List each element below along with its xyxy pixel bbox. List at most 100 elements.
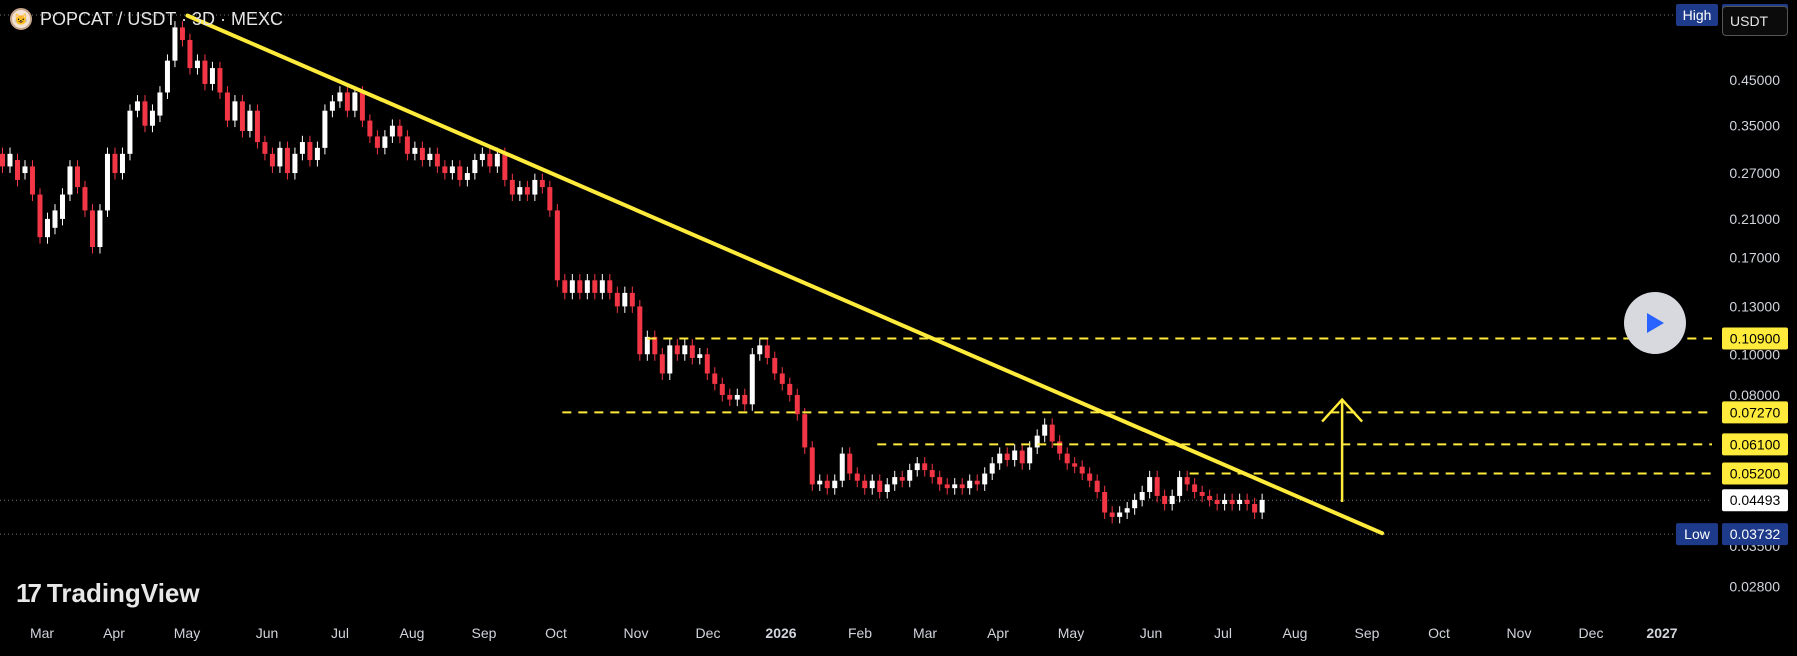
candle-body xyxy=(554,210,560,281)
candle-body xyxy=(269,153,275,167)
candle-body xyxy=(877,480,883,492)
candle-body xyxy=(1252,504,1258,513)
candle-body xyxy=(427,153,433,161)
y-tick-label: 0.21000 xyxy=(1729,211,1780,227)
candle-body xyxy=(164,60,170,93)
candle-body xyxy=(989,463,995,474)
candle-body xyxy=(37,194,43,238)
candle-body xyxy=(652,336,658,355)
level-price-label: 0.06100 xyxy=(1730,436,1781,452)
candle-body xyxy=(539,179,545,188)
candle-body xyxy=(1087,473,1093,481)
level-price-label-bg xyxy=(1722,433,1788,456)
level-price-label: 0.07270 xyxy=(1730,404,1781,420)
candle-body xyxy=(434,153,440,167)
candle-body xyxy=(727,394,733,400)
candle-body xyxy=(7,153,13,167)
candle-body xyxy=(277,147,283,167)
candle-body xyxy=(569,280,575,293)
candle-body xyxy=(224,92,230,121)
y-tick-label: 0.08000 xyxy=(1729,387,1780,403)
candle-body xyxy=(1072,463,1078,467)
x-tick-label: Oct xyxy=(1428,625,1450,641)
candle-body xyxy=(1064,453,1070,464)
candle-body xyxy=(89,210,95,248)
candle-body xyxy=(382,136,388,148)
candle-body xyxy=(142,101,148,126)
candle-body xyxy=(772,357,778,374)
candle-body xyxy=(967,480,973,489)
candle-body xyxy=(1259,499,1265,513)
candle-body xyxy=(599,280,605,293)
candle-body xyxy=(314,147,320,161)
x-tick-label: Nov xyxy=(1507,625,1532,641)
candle-body xyxy=(232,101,238,121)
candle-body xyxy=(172,27,178,61)
candle-body xyxy=(719,383,725,395)
candle-body xyxy=(907,470,913,481)
candle-body xyxy=(127,110,133,154)
candle-body xyxy=(179,27,185,40)
candle-body xyxy=(899,477,905,481)
candle-body xyxy=(502,153,508,180)
candle-body xyxy=(562,280,568,293)
candle-body xyxy=(1177,477,1183,496)
candle-body xyxy=(104,153,110,211)
candle-body xyxy=(892,477,898,485)
candle-body xyxy=(239,101,245,132)
candle-body xyxy=(584,280,590,293)
y-tick-label: 0.10000 xyxy=(1729,346,1780,362)
play-icon xyxy=(1647,313,1664,333)
level-price-label: 0.05200 xyxy=(1730,466,1781,482)
candle-body xyxy=(1117,512,1123,517)
candle-body xyxy=(742,394,748,405)
descending-trendline[interactable] xyxy=(185,13,1385,536)
candle-body xyxy=(292,153,298,174)
candle-body xyxy=(929,470,935,478)
candle-body xyxy=(922,463,928,471)
candle-body xyxy=(134,101,140,111)
play-button[interactable] xyxy=(1624,292,1686,354)
candle-body xyxy=(67,166,73,195)
candle-body xyxy=(209,68,215,84)
candle-body xyxy=(344,92,350,111)
candle-body xyxy=(787,383,793,395)
candle-body xyxy=(802,414,808,448)
candle-body xyxy=(97,210,103,248)
candle-body xyxy=(667,345,673,374)
y-tick-label: 0.02800 xyxy=(1729,578,1780,594)
candle-body xyxy=(29,166,35,195)
candle-body xyxy=(704,354,710,374)
candle-body xyxy=(637,306,643,355)
candle-body xyxy=(854,473,860,481)
candle-body xyxy=(862,480,868,489)
candle-body xyxy=(607,280,613,293)
candle-body xyxy=(1184,477,1190,485)
currency-button[interactable]: USDT xyxy=(1722,6,1788,36)
candle-body xyxy=(847,453,853,474)
candle-body xyxy=(757,345,763,355)
candle-body xyxy=(74,166,80,188)
candle-body xyxy=(614,292,620,307)
x-tick-label: Oct xyxy=(545,625,567,641)
candle-body xyxy=(517,187,523,195)
candle-body xyxy=(532,179,538,195)
candle-body xyxy=(367,120,373,137)
x-tick-label: Mar xyxy=(913,625,937,641)
candle-body xyxy=(59,194,65,219)
currency-label: USDT xyxy=(1730,13,1769,29)
x-tick-label: Nov xyxy=(624,625,649,641)
candle-body xyxy=(374,136,380,148)
breakout-arrow-head xyxy=(1321,397,1364,423)
level-price-label-bg xyxy=(1722,327,1788,350)
candle-body xyxy=(359,92,365,121)
x-tick-label: 2027 xyxy=(1646,625,1677,641)
candle-body xyxy=(0,153,5,167)
candle-body xyxy=(44,218,50,238)
candle-body xyxy=(1034,435,1040,448)
candle-body xyxy=(622,292,628,307)
candle-body xyxy=(337,92,343,102)
candle-body xyxy=(1049,424,1055,442)
